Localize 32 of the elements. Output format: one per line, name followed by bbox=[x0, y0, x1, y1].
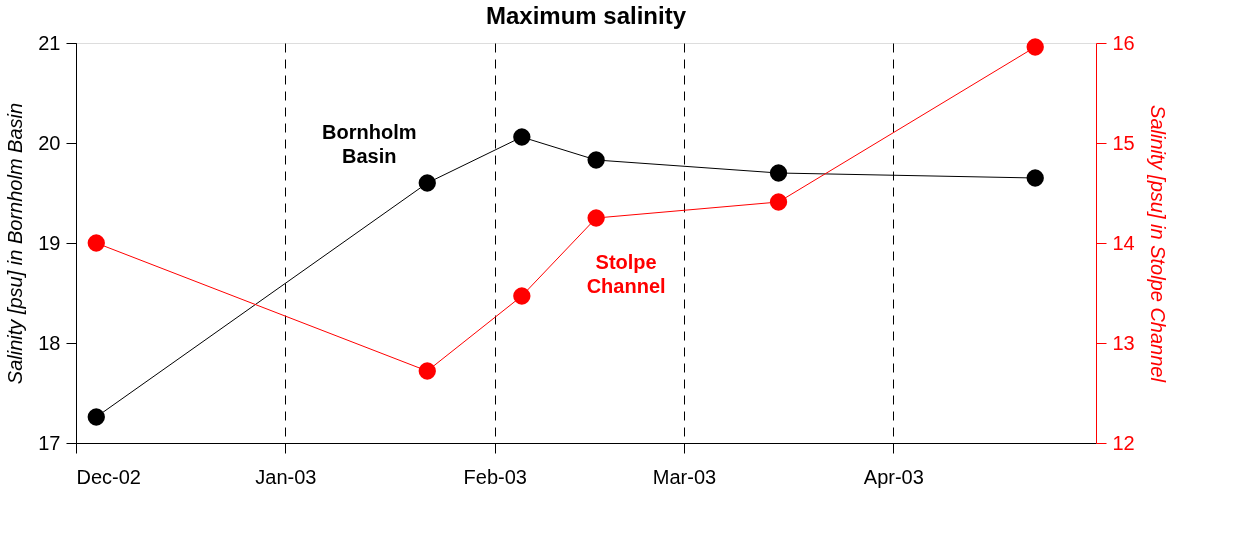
point bbox=[587, 151, 605, 169]
y2-tick-label: 12 bbox=[1112, 431, 1135, 454]
point bbox=[513, 287, 531, 305]
point bbox=[1026, 38, 1044, 56]
y2-tick-label: 14 bbox=[1112, 231, 1135, 254]
y-tick-label: 19 bbox=[38, 231, 61, 254]
point bbox=[418, 174, 436, 192]
y-tick-label: 21 bbox=[38, 31, 61, 54]
point bbox=[87, 408, 105, 426]
y2-axis-title: Salinity [psu] in Stolpe Channel bbox=[1146, 105, 1169, 383]
y-tick-label: 17 bbox=[38, 431, 61, 454]
point bbox=[769, 193, 788, 211]
x-tick-label: Apr-03 bbox=[863, 465, 924, 488]
point bbox=[87, 234, 105, 252]
series-label: Bornholm Basin bbox=[322, 121, 417, 167]
point bbox=[418, 362, 436, 380]
series-label: Stolpe Channel bbox=[586, 251, 666, 297]
x-tick-label: Dec-02 bbox=[76, 465, 141, 488]
x-tick-label: Mar-03 bbox=[652, 465, 717, 488]
point bbox=[513, 128, 531, 146]
y-axis-title: Salinity [psu] in Bornholm Basin bbox=[4, 102, 27, 385]
point bbox=[587, 209, 605, 227]
x-tick-label: Jan-03 bbox=[255, 465, 317, 488]
y-tick-label: 20 bbox=[38, 131, 61, 154]
point bbox=[1026, 169, 1044, 187]
y2-tick-label: 16 bbox=[1112, 31, 1135, 54]
chart-title: Maximum salinity bbox=[485, 2, 687, 29]
y2-tick-label: 15 bbox=[1112, 131, 1135, 154]
x-tick-label: Feb-03 bbox=[463, 465, 527, 488]
point bbox=[769, 164, 788, 182]
y-tick-label: 18 bbox=[38, 331, 61, 354]
y2-tick-label: 13 bbox=[1112, 331, 1135, 354]
